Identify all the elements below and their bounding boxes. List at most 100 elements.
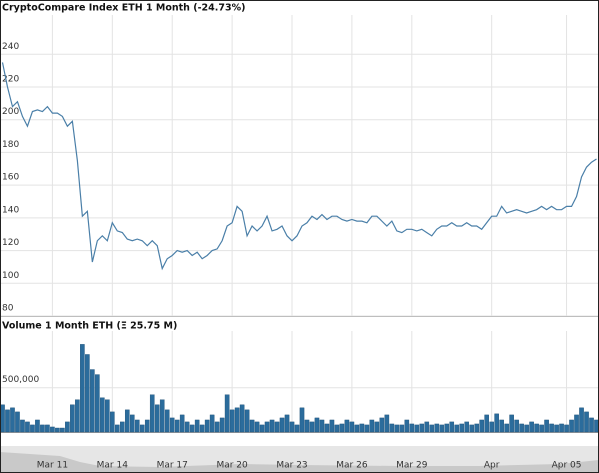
volume-bar [189, 424, 195, 433]
volume-bar [284, 414, 290, 433]
volume-bar [164, 409, 170, 433]
volume-bar [444, 423, 450, 433]
volume-bar [589, 417, 594, 433]
volume-bar [115, 424, 120, 433]
volume-bar [95, 374, 100, 433]
y-tick-label: 140 [2, 205, 19, 215]
volume-bar [144, 419, 150, 433]
volume-bar [329, 419, 335, 433]
volume-bar [179, 414, 185, 433]
volume-bar [0, 404, 5, 433]
volume-bar [494, 413, 499, 433]
volume-bar [65, 421, 70, 433]
volume-bar [110, 411, 115, 433]
volume-bar [474, 423, 480, 433]
volume-bar [489, 421, 494, 433]
volume-bar [529, 421, 534, 433]
volume-bar [85, 354, 90, 433]
y-tick-label: 100 [2, 271, 19, 281]
volume-bar [379, 417, 385, 433]
volume-bar [549, 423, 554, 433]
volume-bar [304, 419, 310, 433]
volume-bar [5, 409, 10, 433]
volume-bar [449, 421, 455, 433]
volume-bar [344, 419, 350, 433]
x-tick-label: Mar 11 [37, 461, 68, 471]
volume-bar [154, 404, 160, 433]
y-tick-label: 180 [2, 140, 19, 150]
x-tick-label: Mar 29 [396, 461, 428, 471]
volume-bar [484, 414, 489, 433]
volume-bar [20, 419, 25, 433]
volume-bar [279, 417, 285, 433]
volume-bar [314, 417, 320, 433]
volume-bar [584, 411, 589, 433]
volume-bar [504, 423, 509, 433]
volume-bar [169, 417, 175, 433]
volume-bar [369, 419, 375, 433]
volume-bar [224, 394, 230, 433]
volume-bar [184, 421, 190, 433]
y-tick-label: 160 [2, 173, 19, 183]
volume-bar [269, 419, 275, 433]
volume-bar [174, 419, 180, 433]
volume-bar [239, 404, 245, 433]
volume-bar [424, 421, 430, 433]
volume-bar [564, 424, 569, 433]
volume-bar [509, 414, 514, 433]
y-tick-label: 240 [2, 42, 19, 52]
volume-bar [339, 423, 345, 433]
volume-bar [264, 421, 270, 433]
volume-bar [30, 424, 35, 433]
volume-bar [319, 419, 325, 433]
volume-bar [244, 409, 250, 433]
volume-bar [524, 424, 529, 433]
volume-bar [419, 423, 425, 433]
y-tick-label: 120 [2, 238, 19, 248]
volume-bar [464, 421, 470, 433]
volume-bar [454, 424, 460, 433]
volume-bar [349, 421, 355, 433]
volume-bar [514, 419, 519, 433]
x-tick-label: Mar 20 [216, 461, 248, 471]
volume-bar [299, 407, 305, 433]
volume-bar [100, 397, 105, 433]
volume-bar [10, 407, 15, 433]
volume-bar [214, 421, 220, 433]
volume-bar [399, 424, 405, 433]
volume-bar [479, 419, 484, 433]
volume-bar [219, 417, 225, 433]
volume-bar [70, 404, 75, 433]
volume-bar [499, 419, 504, 433]
volume-bar [45, 424, 50, 433]
volume-bar [159, 399, 165, 433]
y-tick-label: 80 [2, 304, 14, 314]
y-tick-label: 220 [2, 74, 19, 84]
volume-bar [209, 414, 215, 433]
volume-bar [469, 424, 475, 433]
volume-bar [254, 421, 260, 433]
volume-bar [124, 409, 130, 433]
x-tick-label: Mar 14 [97, 461, 129, 471]
volume-bar [274, 421, 280, 433]
volume-bar [534, 423, 539, 433]
volume-bar [25, 421, 30, 433]
x-tick-label: Mar 26 [336, 461, 368, 471]
price-line [1, 62, 597, 271]
volume-bar [324, 423, 330, 433]
volume-bar [204, 419, 210, 433]
volume-bar [544, 419, 549, 433]
volume-bar [364, 424, 370, 433]
volume-bar [249, 419, 255, 433]
volume-bar [60, 427, 65, 433]
price-title: CryptoCompare Index ETH 1 Month (-24.73%… [2, 3, 245, 14]
navigator-series [0, 452, 599, 472]
volume-bar [80, 344, 85, 433]
volume-bar [334, 424, 340, 433]
volume-bar [359, 423, 365, 433]
volume-bar [459, 423, 465, 433]
volume-bar [409, 423, 415, 433]
x-tick-label: Mar 23 [276, 461, 307, 471]
volume-bar [55, 427, 60, 433]
